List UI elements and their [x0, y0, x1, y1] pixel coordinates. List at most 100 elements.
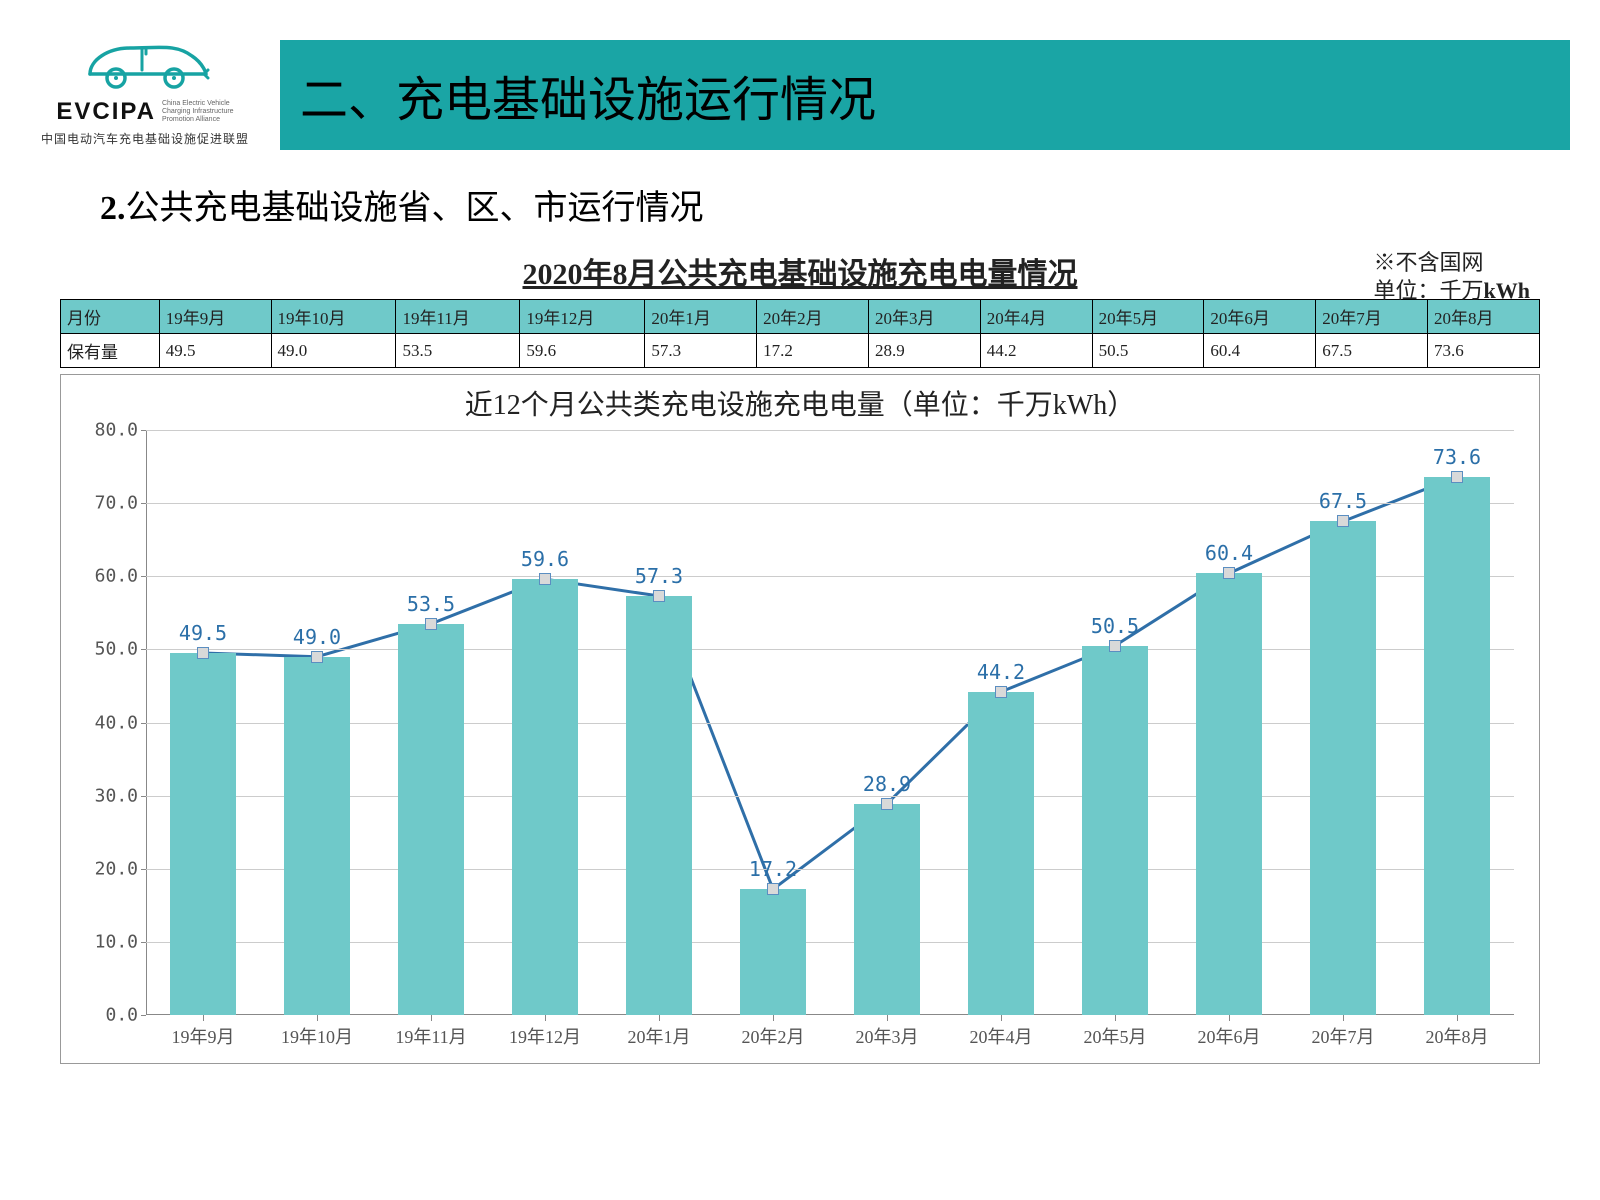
chart-marker [995, 686, 1007, 698]
y-tick-label: 30.0 [95, 785, 138, 806]
x-tick-label: 19年9月 [172, 1023, 235, 1049]
chart-line [203, 477, 1457, 889]
chart-data-label: 60.4 [1205, 541, 1253, 565]
chart-marker [197, 647, 209, 659]
table-row-values: 保有量49.549.053.559.657.317.228.944.250.56… [61, 334, 1540, 368]
chart-bar [170, 653, 236, 1015]
section-title-text: 二、充电基础设施运行情况 [300, 60, 876, 130]
y-tick [141, 869, 146, 870]
x-tick [317, 1015, 318, 1021]
x-tick-label: 20年5月 [1084, 1023, 1147, 1049]
chart-data-label: 57.3 [635, 564, 683, 588]
x-tick [203, 1015, 204, 1021]
y-tick-label: 70.0 [95, 493, 138, 514]
table-value-cell: 17.2 [757, 334, 869, 368]
chart-data-label: 59.6 [521, 547, 569, 571]
x-tick [659, 1015, 660, 1021]
y-tick-label: 10.0 [95, 931, 138, 952]
x-tick-label: 20年6月 [1198, 1023, 1261, 1049]
chart-bar [1424, 477, 1490, 1015]
table-month-cell: 20年8月 [1428, 300, 1540, 334]
y-tick-label: 50.0 [95, 639, 138, 660]
table-value-cell: 60.4 [1204, 334, 1316, 368]
chart-data-label: 49.5 [179, 621, 227, 645]
chart-data-label: 67.5 [1319, 489, 1367, 513]
y-tick [141, 649, 146, 650]
chart-gridline [146, 430, 1514, 431]
chart-gridline [146, 942, 1514, 943]
x-tick [887, 1015, 888, 1021]
chart-heading-row: 2020年8月公共充电基础设施充电电量情况 ※不含国网 单位：千万kWh [60, 249, 1540, 293]
chart-marker [653, 590, 665, 602]
chart-bar [1082, 646, 1148, 1015]
chart-marker [311, 651, 323, 663]
chart-data-label: 53.5 [407, 592, 455, 616]
chart-heading: 2020年8月公共充电基础设施充电电量情况 [523, 249, 1078, 293]
table-month-cell: 20年4月 [980, 300, 1092, 334]
chart-note-unit: 单位：千万kWh [1374, 277, 1531, 305]
chart-bar [398, 624, 464, 1015]
chart-bar [854, 804, 920, 1015]
y-tick [141, 723, 146, 724]
y-tick-label: 40.0 [95, 712, 138, 733]
table-month-cell: 20年6月 [1204, 300, 1316, 334]
x-tick [431, 1015, 432, 1021]
chart-marker [1451, 471, 1463, 483]
table-month-cell: 20年3月 [868, 300, 980, 334]
logo-tagline-en: China Electric Vehicle Charging Infrastr… [162, 100, 234, 123]
subsection-number: 2. [100, 190, 126, 227]
y-tick-label: 60.0 [95, 566, 138, 587]
x-tick [773, 1015, 774, 1021]
chart-container: 近12个月公共类充电设施充电电量（单位：千万kWh） 0.0 10.0 20.0 30… [60, 374, 1540, 1064]
chart-data-label: 49.0 [293, 625, 341, 649]
chart-bar [626, 596, 692, 1015]
chart-bar [1310, 521, 1376, 1015]
chart-gridline [146, 796, 1514, 797]
table-rowhead-value: 保有量 [61, 334, 160, 368]
logo-block: EVCIPA China Electric Vehicle Charging I… [30, 30, 260, 147]
table-value-cell: 28.9 [868, 334, 980, 368]
x-tick-label: 20年4月 [970, 1023, 1033, 1049]
chart-bar [968, 692, 1034, 1015]
x-tick-label: 20年2月 [742, 1023, 805, 1049]
table-month-cell: 20年7月 [1316, 300, 1428, 334]
table-value-cell: 57.3 [645, 334, 757, 368]
chart-data-label: 44.2 [977, 660, 1025, 684]
chart-bar [284, 657, 350, 1015]
table-month-cell: 19年12月 [520, 300, 645, 334]
subsection-text: 公共充电基础设施省、区、市运行情况 [126, 190, 704, 227]
x-tick-label: 20年3月 [856, 1023, 919, 1049]
x-tick-label: 20年7月 [1312, 1023, 1375, 1049]
y-tick [141, 1015, 146, 1016]
data-table: 月份19年9月19年10月19年11月19年12月20年1月20年2月20年3月… [60, 299, 1540, 368]
chart-bar [740, 889, 806, 1015]
x-tick [1343, 1015, 1344, 1021]
chart-marker [1109, 640, 1121, 652]
x-tick-label: 19年11月 [395, 1023, 466, 1049]
table-month-cell: 20年2月 [757, 300, 869, 334]
chart-gridline [146, 869, 1514, 870]
section-title-bar: 二、充电基础设施运行情况 [280, 40, 1570, 150]
chart-marker [1223, 567, 1235, 579]
table-value-cell: 53.5 [396, 334, 520, 368]
chart-gridline [146, 649, 1514, 650]
chart-gridline [146, 723, 1514, 724]
chart-data-label: 28.9 [863, 772, 911, 796]
chart-notes: ※不含国网 单位：千万kWh [1374, 249, 1531, 304]
chart-inner-title: 近12个月公共类充电设施充电电量（单位：千万kWh） [75, 383, 1525, 423]
x-tick [1001, 1015, 1002, 1021]
table-month-cell: 20年5月 [1092, 300, 1204, 334]
chart-bar [512, 579, 578, 1015]
chart-data-label: 50.5 [1091, 614, 1139, 638]
table-row-months: 月份19年9月19年10月19年11月19年12月20年1月20年2月20年3月… [61, 300, 1540, 334]
table-value-cell: 67.5 [1316, 334, 1428, 368]
x-tick-label: 19年10月 [281, 1023, 353, 1049]
y-tick [141, 796, 146, 797]
y-tick [141, 576, 146, 577]
table-value-cell: 73.6 [1428, 334, 1540, 368]
y-tick-label: 20.0 [95, 858, 138, 879]
chart-marker [767, 883, 779, 895]
y-tick-label: 0.0 [105, 1005, 138, 1026]
table-month-cell: 19年11月 [396, 300, 520, 334]
x-tick-label: 20年8月 [1426, 1023, 1489, 1049]
